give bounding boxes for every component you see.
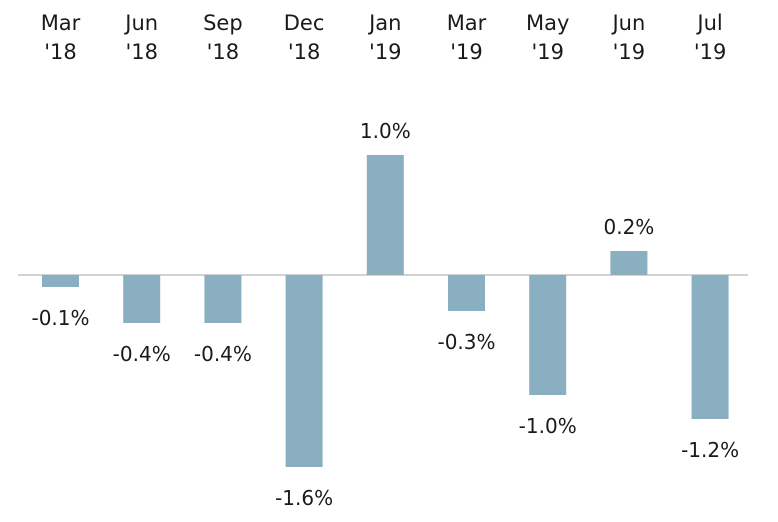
category-label-month: Jan — [367, 11, 401, 35]
bar-value-label: -0.4% — [194, 342, 252, 366]
category-label-year: '18 — [44, 40, 77, 64]
bar — [285, 275, 323, 467]
category-labels: Mar '18 Jun '18 Sep '18 Dec '18 Jan '19 Mar '19 May '… — [41, 11, 727, 64]
category-label-month: May — [526, 11, 569, 35]
category-label-month: Jul — [695, 11, 722, 35]
category-label-year: '18 — [288, 40, 321, 64]
bar-value-label: 0.2% — [603, 215, 654, 239]
bar — [529, 275, 567, 395]
bar-value-label: -0.4% — [113, 342, 171, 366]
category-label-year: '18 — [125, 40, 158, 64]
bar — [42, 275, 79, 287]
bar — [610, 251, 648, 275]
category-label-month: Mar — [41, 11, 81, 35]
value-labels: -0.1% -0.4% -0.4% -1.6% 1.0% -0.3% -1.0% 0.2% -1… — [31, 119, 739, 510]
bar-value-label: -0.3% — [437, 330, 495, 354]
category-label-month: Dec — [284, 11, 325, 35]
bar-value-label: 1.0% — [360, 119, 411, 143]
bar — [691, 275, 729, 419]
category-label-year: '19 — [369, 40, 402, 64]
bar — [448, 275, 485, 311]
bar-value-label: -0.1% — [31, 306, 89, 330]
bar — [366, 155, 404, 275]
bar-value-label: -1.0% — [519, 414, 577, 438]
category-label-year: '19 — [531, 40, 564, 64]
category-label-month: Sep — [203, 11, 243, 35]
category-label-month: Jun — [610, 11, 645, 35]
category-label-year: '18 — [207, 40, 240, 64]
category-label-year: '19 — [694, 40, 727, 64]
category-label-year: '19 — [450, 40, 483, 64]
bar-value-label: -1.2% — [681, 438, 739, 462]
category-label-month: Mar — [447, 11, 487, 35]
category-label-month: Jun — [123, 11, 158, 35]
bars-group — [42, 155, 729, 467]
category-label-year: '19 — [613, 40, 646, 64]
bar — [123, 275, 161, 323]
bar-value-label: -1.6% — [275, 486, 333, 510]
bar — [204, 275, 242, 323]
